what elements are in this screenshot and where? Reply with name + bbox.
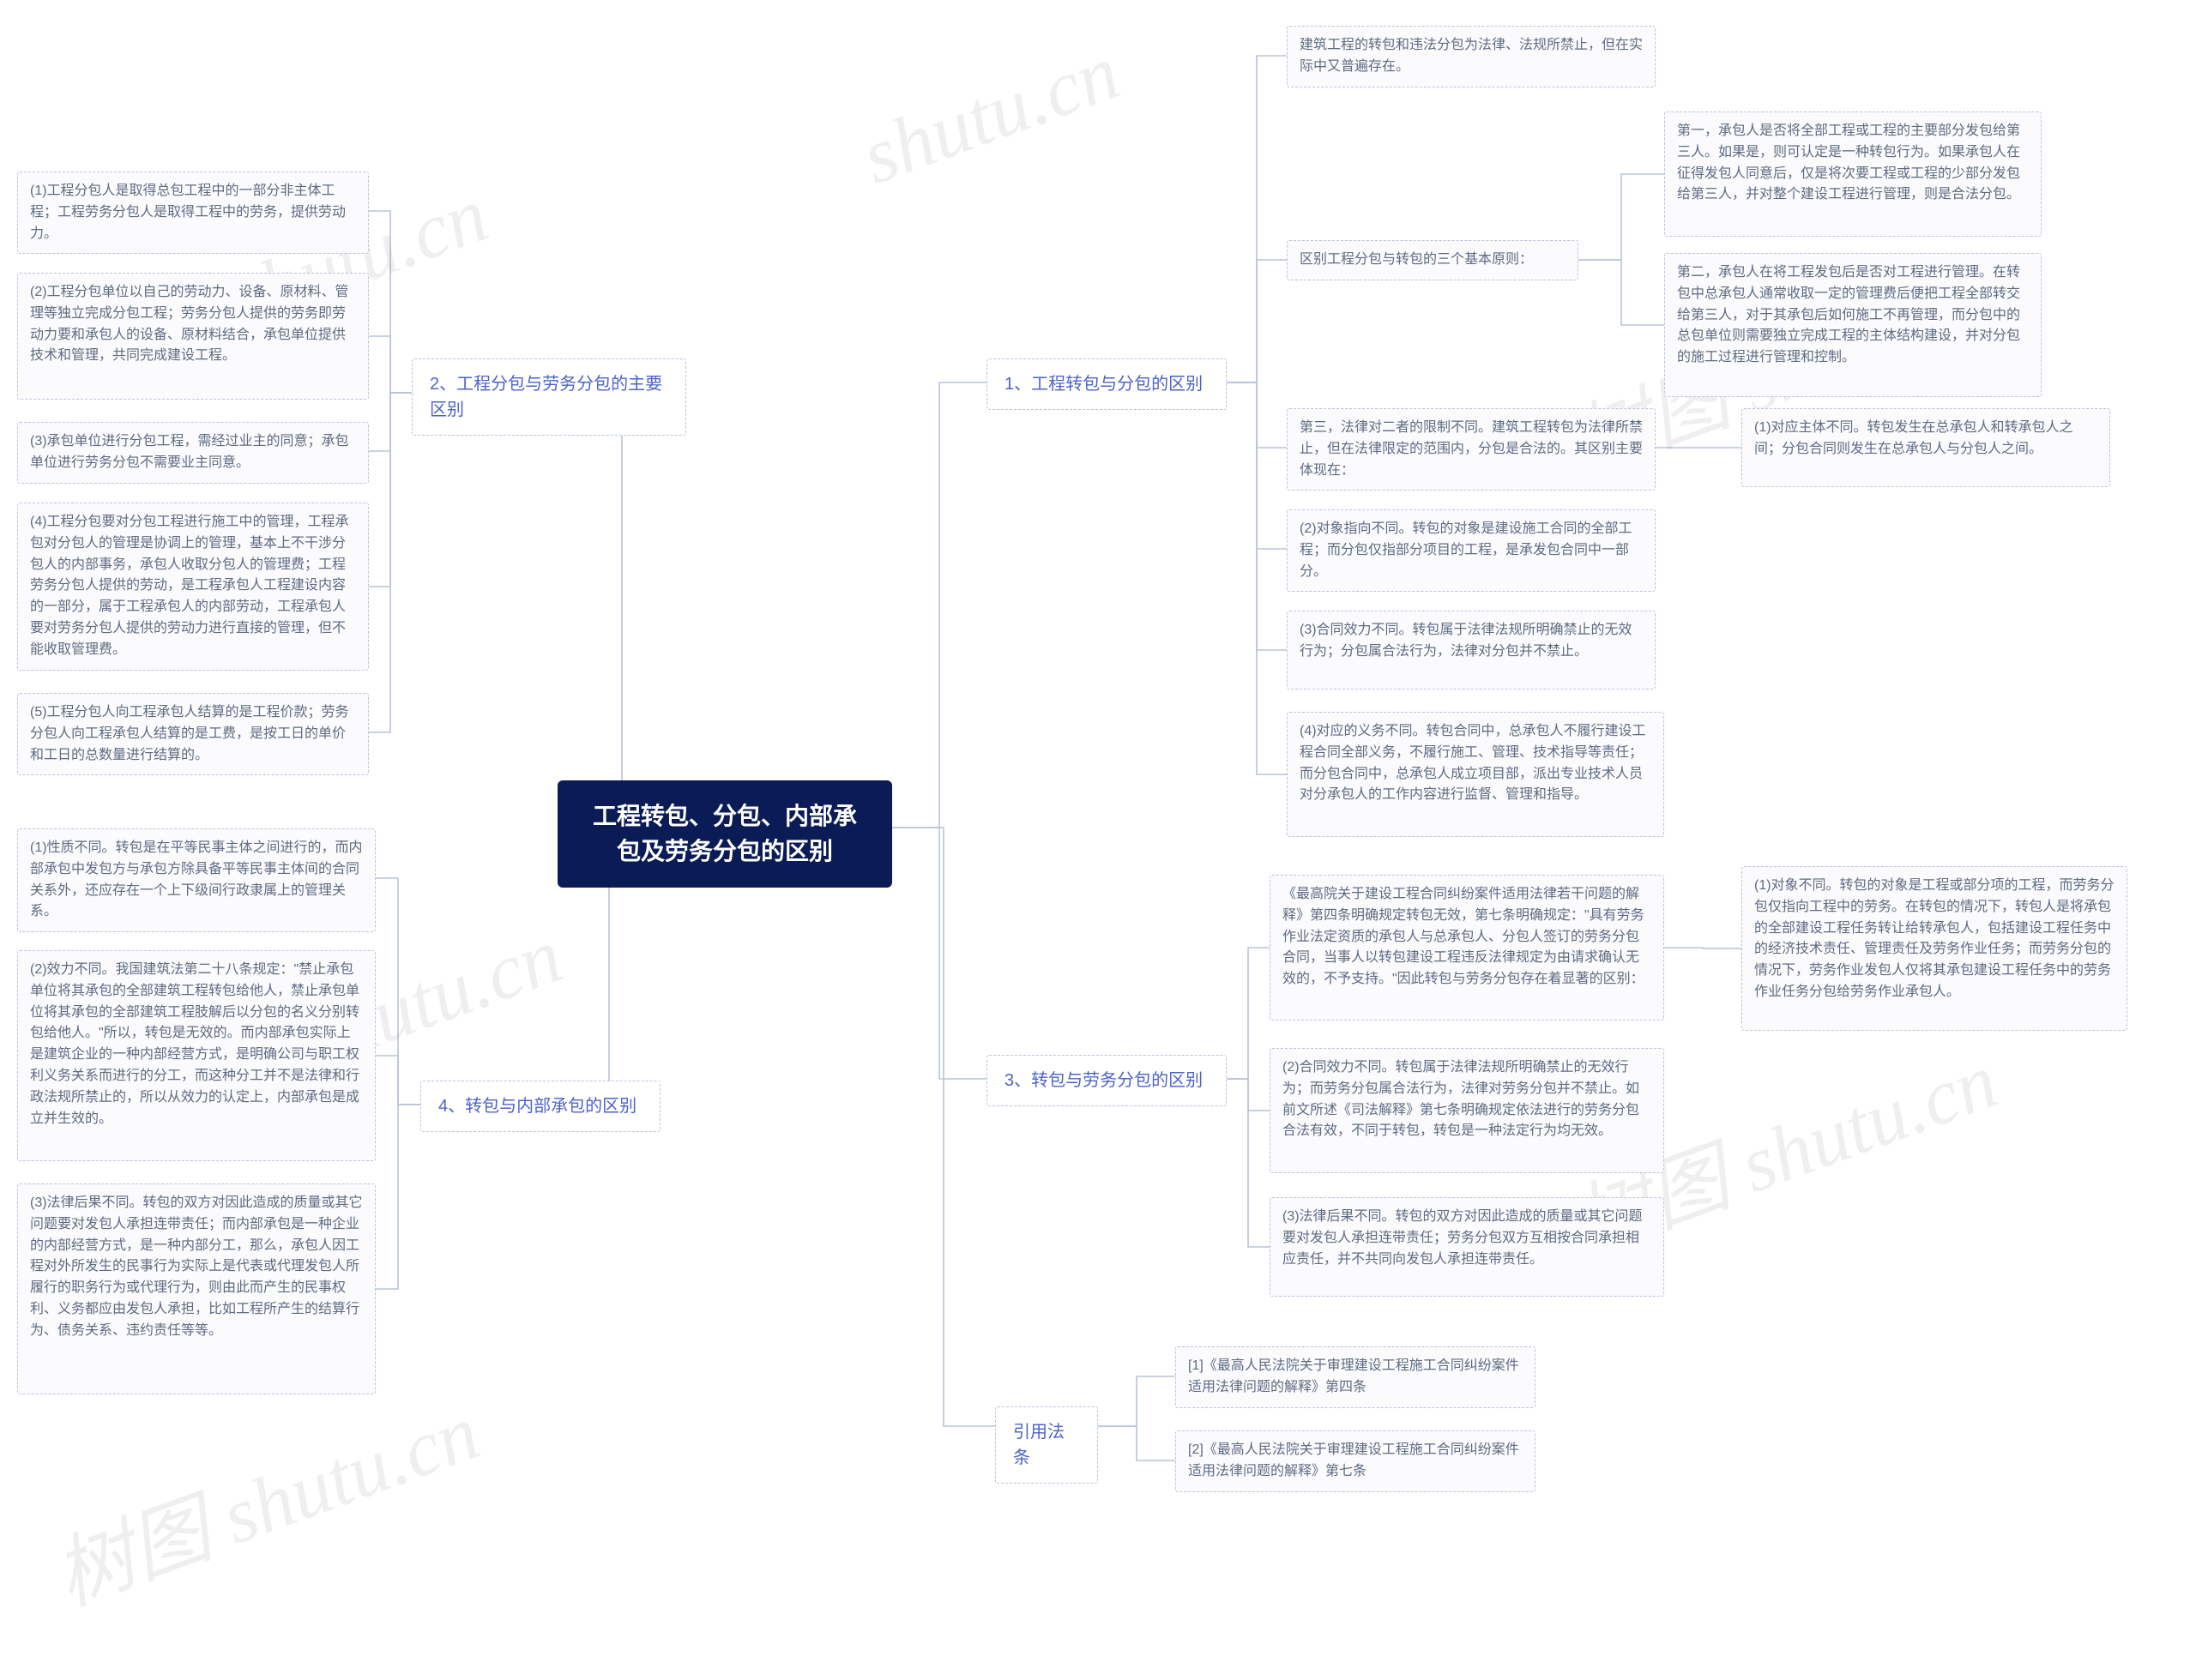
- node-b1c3: 第三，法律对二者的限制不同。建筑工程转包为法律所禁止，但在法律限定的范围内，分包…: [1287, 408, 1656, 491]
- node-b3c2: (2)合同效力不同。转包属于法律法规所明确禁止的无效行为；而劳务分包属合法行为，…: [1270, 1048, 1664, 1173]
- branch-b3: 3、转包与劳务分包的区别: [986, 1055, 1227, 1106]
- node-b1c5: (3)合同效力不同。转包属于法律法规所明确禁止的无效行为；分包属合法行为，法律对…: [1287, 611, 1656, 689]
- node-b4c2: (2)效力不同。我国建筑法第二十八条规定："禁止承包单位将其承包的全部建筑工程转…: [17, 950, 376, 1161]
- node-b4c1: (1)性质不同。转包是在平等民事主体之间进行的，而内部承包中发包方与承包方除具备…: [17, 828, 376, 932]
- mindmap-canvas: 工程转包、分包、内部承包及劳务分包的区别树图 shutu.cnshutu.cns…: [0, 0, 2196, 1680]
- branch-b4: 4、转包与内部承包的区别: [420, 1081, 661, 1132]
- node-b1c2: 区别工程分包与转包的三个基本原则：: [1287, 240, 1578, 280]
- watermark: 树图 shutu.cn: [37, 1369, 492, 1628]
- node-b2c4: (4)工程分包要对分包工程进行施工中的管理，工程承包对分包人的管理是协调上的管理…: [17, 503, 369, 671]
- branch-b2: 2、工程分包与劳务分包的主要区别: [412, 358, 686, 436]
- node-b2c5: (5)工程分包人向工程承包人结算的是工程价款；劳务分包人向工程承包人结算的是工费…: [17, 693, 369, 775]
- node-b1c2a: 第一，承包人是否将全部工程或工程的主要部分发包给第三人。如果是，则可认定是一种转…: [1664, 111, 2042, 237]
- node-b3c1a: (1)对象不同。转包的对象是工程或部分项的工程，而劳务分包仅指向工程中的劳务。在…: [1741, 866, 2127, 1031]
- node-b2c1: (1)工程分包人是取得总包工程中的一部分非主体工程；工程劳务分包人是取得工程中的…: [17, 172, 369, 254]
- node-b2c3: (3)承包单位进行分包工程，需经过业主的同意；承包单位进行劳务分包不需要业主同意…: [17, 422, 369, 484]
- node-b3c3: (3)法律后果不同。转包的双方对因此造成的质量或其它问题要对发包人承担连带责任；…: [1270, 1197, 1664, 1297]
- node-b1c1: 建筑工程的转包和违法分包为法律、法规所禁止，但在实际中又普遍存在。: [1287, 26, 1656, 87]
- node-b4c3: (3)法律后果不同。转包的双方对因此造成的质量或其它问题要对发包人承担连带责任；…: [17, 1183, 376, 1394]
- branch-b1: 1、工程转包与分包的区别: [986, 358, 1227, 410]
- node-brc1: [1]《最高人民法院关于审理建设工程施工合同纠纷案件适用法律问题的解释》第四条: [1175, 1346, 1535, 1408]
- node-brc2: [2]《最高人民法院关于审理建设工程施工合同纠纷案件适用法律问题的解释》第七条: [1175, 1430, 1535, 1492]
- node-b2c2: (2)工程分包单位以自己的劳动力、设备、原材料、管理等独立完成分包工程；劳务分包…: [17, 273, 369, 400]
- node-b1c6: (4)对应的义务不同。转包合同中，总承包人不履行建设工程合同全部义务，不履行施工…: [1287, 712, 1664, 837]
- node-b1c2b: 第二，承包人在将工程发包后是否对工程进行管理。在转包中总承包人通常收取一定的管理…: [1664, 253, 2042, 397]
- watermark: shutu.cn: [850, 26, 1131, 202]
- node-b1c4: (2)对象指向不同。转包的对象是建设施工合同的全部工程；而分包仅指部分项目的工程…: [1287, 509, 1656, 592]
- node-b3c1: 《最高院关于建设工程合同纠纷案件适用法律若干问题的解释》第四条明确规定转包无效，…: [1270, 875, 1664, 1021]
- root-node: 工程转包、分包、内部承包及劳务分包的区别: [558, 780, 892, 888]
- branch-bref: 引用法条: [995, 1406, 1098, 1484]
- node-b1c3a: (1)对应主体不同。转包发生在总承包人和转承包人之间；分包合同则发生在总承包人与…: [1741, 408, 2110, 487]
